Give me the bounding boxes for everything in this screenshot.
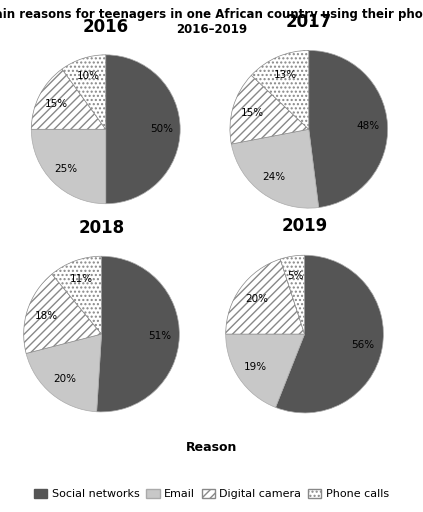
- Title: 2019: 2019: [281, 218, 328, 236]
- Text: 51%: 51%: [148, 331, 171, 341]
- Wedge shape: [31, 129, 106, 204]
- Wedge shape: [96, 256, 179, 412]
- Wedge shape: [251, 50, 309, 129]
- Text: 2016–2019: 2016–2019: [176, 23, 247, 36]
- Text: 24%: 24%: [262, 172, 286, 182]
- Text: 48%: 48%: [356, 120, 379, 131]
- Text: 56%: 56%: [351, 340, 374, 350]
- Text: 5%: 5%: [287, 271, 304, 281]
- Text: 50%: 50%: [150, 124, 173, 134]
- Text: 15%: 15%: [44, 99, 68, 109]
- Text: 19%: 19%: [244, 362, 267, 372]
- Wedge shape: [309, 50, 387, 207]
- Text: 13%: 13%: [274, 70, 297, 80]
- Title: 2018: 2018: [78, 219, 125, 237]
- Wedge shape: [226, 334, 305, 408]
- Wedge shape: [226, 259, 305, 334]
- Wedge shape: [230, 75, 309, 144]
- Text: 18%: 18%: [34, 311, 58, 321]
- Text: 20%: 20%: [245, 294, 268, 304]
- Wedge shape: [52, 256, 102, 334]
- Text: Reason: Reason: [186, 441, 237, 454]
- Wedge shape: [24, 274, 102, 353]
- Wedge shape: [280, 255, 305, 334]
- Text: 25%: 25%: [55, 164, 78, 174]
- Text: 10%: 10%: [77, 71, 100, 81]
- Legend: Social networks, Email, Digital camera, Phone calls: Social networks, Email, Digital camera, …: [30, 484, 393, 504]
- Text: Main reasons for teenagers in one African country using their phone: Main reasons for teenagers in one Africa…: [0, 8, 423, 20]
- Text: 11%: 11%: [70, 274, 93, 284]
- Wedge shape: [31, 69, 106, 129]
- Wedge shape: [106, 55, 180, 204]
- Wedge shape: [275, 255, 383, 413]
- Wedge shape: [62, 55, 106, 129]
- Text: 20%: 20%: [53, 374, 76, 384]
- Title: 2017: 2017: [286, 13, 332, 31]
- Wedge shape: [26, 334, 102, 412]
- Title: 2016: 2016: [82, 18, 129, 36]
- Text: 15%: 15%: [240, 108, 264, 118]
- Wedge shape: [231, 129, 319, 208]
